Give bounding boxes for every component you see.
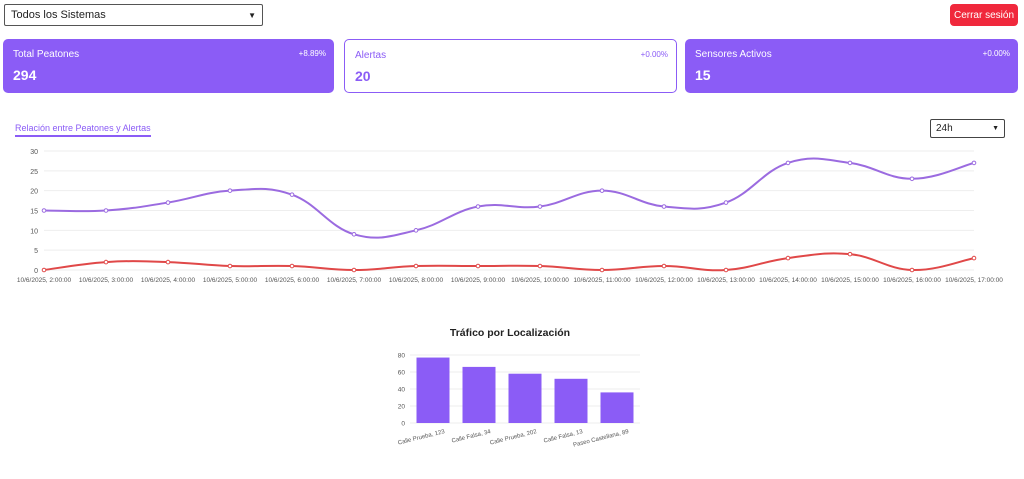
x-tick-label: 10/6/2025, 15:00:00 (821, 277, 879, 284)
y-tick-label: 25 (30, 169, 38, 176)
x-tick-label: Calle Falsa, 34 (451, 429, 492, 445)
y-tick-label: 30 (30, 149, 38, 156)
x-tick-label: 10/6/2025, 2:00:00 (17, 277, 72, 284)
time-range-value: 24h (936, 123, 953, 134)
y-tick-label: 20 (398, 404, 406, 411)
data-point (165, 200, 171, 205)
data-point (41, 267, 47, 273)
data-point (289, 192, 295, 197)
data-point (847, 251, 853, 257)
y-tick-label: 10 (30, 228, 38, 235)
bar-chart: Tráfico por Localización 0 20 40 60 80 Calle P… (397, 327, 640, 449)
data-point (785, 255, 791, 261)
x-tick-label: 10/6/2025, 6:00:00 (265, 277, 320, 284)
stat-card-change: +8.89% (298, 49, 326, 58)
data-point (351, 267, 357, 273)
bar (600, 392, 634, 423)
x-tick-label: 10/6/2025, 11:00:00 (573, 277, 631, 284)
stat-card-label: Sensores Activos (695, 49, 772, 60)
series-line-0 (43, 157, 975, 239)
stat-card-label: Total Peatones (13, 49, 80, 60)
x-tick-label: 10/6/2025, 7:00:00 (327, 277, 382, 284)
y-tick-label: 20 (30, 189, 38, 196)
chevron-down-icon: ▼ (248, 10, 256, 20)
data-point (227, 263, 233, 269)
data-point (599, 267, 605, 273)
data-point (165, 259, 171, 265)
y-tick-label: 5 (34, 248, 38, 255)
stat-card-change: +0.00% (640, 50, 668, 59)
y-tick-label: 0 (34, 268, 38, 275)
data-point (909, 267, 915, 273)
data-point (41, 208, 47, 213)
data-point (475, 263, 481, 269)
data-point (847, 160, 853, 166)
y-tick-label: 40 (398, 387, 406, 394)
bar (416, 357, 450, 423)
data-point (537, 263, 543, 269)
data-point (971, 255, 977, 261)
stat-card-value: 15 (695, 67, 711, 83)
stat-card-sensores-activos: Sensores Activos 15 +0.00% (685, 39, 1018, 93)
y-tick-label: 60 (398, 370, 406, 377)
stat-card-label: Alertas (355, 50, 387, 61)
data-point (475, 204, 481, 209)
data-point (103, 259, 109, 265)
stat-card-change: +0.00% (982, 49, 1010, 58)
data-point (289, 263, 295, 269)
tab-peatones-alertas[interactable]: Relación entre Peatones y Alertas (15, 123, 151, 137)
x-tick-label: Calle Prueba, 123 (397, 429, 446, 447)
y-tick-label: 80 (398, 353, 406, 360)
x-tick-label: 10/6/2025, 14:00:00 (759, 277, 817, 284)
logout-button[interactable]: Cerrar sesión (950, 4, 1018, 26)
stat-card-total-peatones: Total Peatones 294 +8.89% (3, 39, 334, 93)
system-select-value: Todos los Sistemas (11, 9, 106, 21)
y-tick-label: 0 (401, 421, 405, 428)
x-tick-label: 10/6/2025, 12:00:00 (635, 277, 693, 284)
x-tick-label: Calle Prueba, 202 (489, 429, 538, 447)
data-point (723, 267, 729, 273)
x-tick-label: 10/6/2025, 4:00:00 (141, 277, 196, 284)
data-point (785, 160, 791, 166)
y-tick-label: 15 (30, 209, 38, 216)
x-tick-label: 10/6/2025, 3:00:00 (79, 277, 134, 284)
x-tick-label: 10/6/2025, 9:00:00 (451, 277, 506, 284)
chevron-down-icon: ▼ (992, 125, 999, 132)
bar (554, 378, 588, 423)
x-tick-label: 10/6/2025, 5:00:00 (203, 277, 258, 284)
bar (462, 366, 496, 423)
line-chart: 0 5 10 15 20 25 30 10/6/2025, 2:00:00 10/6/2025,… (17, 149, 1003, 284)
data-point (413, 263, 419, 269)
data-point (351, 232, 357, 237)
data-point (909, 176, 915, 182)
bar (508, 373, 542, 423)
x-tick-label: 10/6/2025, 17:00:00 (945, 277, 1003, 284)
data-point (227, 188, 233, 193)
x-tick-label: 10/6/2025, 10:00:00 (511, 277, 569, 284)
data-point (413, 228, 419, 233)
time-range-select[interactable]: 24h ▼ (930, 119, 1005, 138)
x-tick-label: 10/6/2025, 16:00:00 (883, 277, 941, 284)
data-point (971, 160, 977, 166)
x-tick-label: 10/6/2025, 8:00:00 (389, 277, 444, 284)
data-point (537, 204, 543, 209)
data-point (661, 263, 667, 269)
chart-title: Tráfico por Localización (450, 327, 570, 339)
data-point (103, 208, 109, 213)
data-point (723, 200, 729, 205)
data-point (599, 188, 605, 193)
series-line-1 (43, 252, 975, 272)
x-tick-label: 10/6/2025, 13:00:00 (697, 277, 755, 284)
stat-card-alertas: Alertas 20 +0.00% (344, 39, 677, 93)
data-point (661, 204, 667, 209)
stat-card-value: 20 (355, 68, 371, 84)
stat-card-value: 294 (13, 67, 37, 83)
system-select[interactable]: Todos los Sistemas ▼ (4, 4, 263, 26)
